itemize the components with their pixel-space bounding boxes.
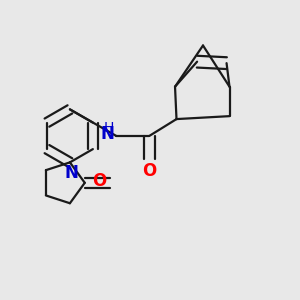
Text: H: H	[103, 121, 114, 135]
Text: O: O	[92, 172, 106, 190]
Text: N: N	[101, 125, 115, 143]
Text: N: N	[64, 164, 78, 182]
Text: O: O	[142, 162, 157, 180]
